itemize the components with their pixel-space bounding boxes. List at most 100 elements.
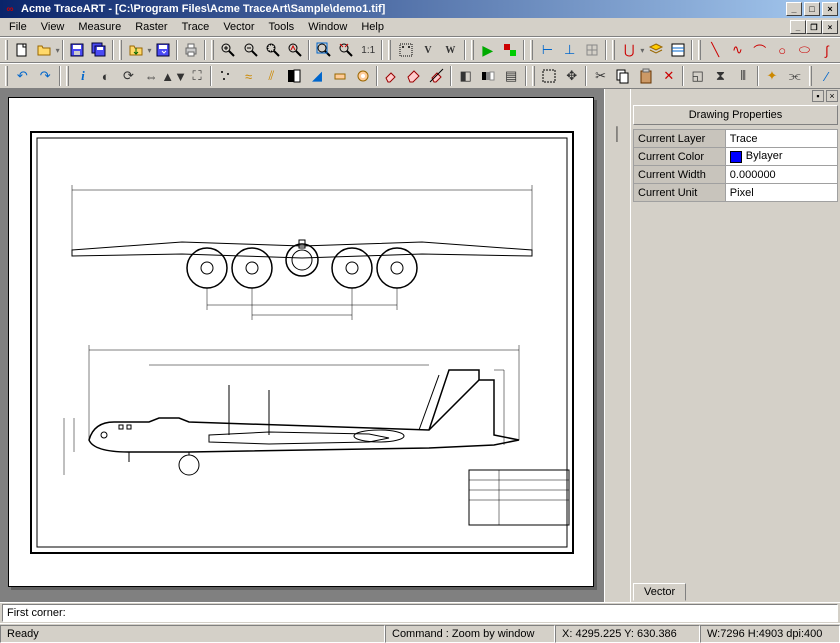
menu-tools[interactable]: Tools xyxy=(262,19,302,35)
circle-tool-icon[interactable]: ○ xyxy=(771,39,793,61)
arc-tool-icon[interactable]: ⌒ xyxy=(749,39,771,61)
drawing-canvas[interactable] xyxy=(8,97,594,587)
new-file-icon[interactable] xyxy=(11,39,33,61)
panel-pin-icon[interactable]: ▪ xyxy=(812,90,824,102)
zoom-fit-icon[interactable] xyxy=(335,39,357,61)
hole-fill-icon[interactable] xyxy=(351,65,374,87)
copy-icon[interactable] xyxy=(612,65,635,87)
ellipse-tool-icon[interactable]: ⬭ xyxy=(793,39,815,61)
properties-icon[interactable] xyxy=(667,39,689,61)
export-icon[interactable] xyxy=(152,39,174,61)
paste-icon[interactable] xyxy=(635,65,658,87)
toolbar-grip[interactable] xyxy=(211,40,214,60)
toolbar-grip[interactable] xyxy=(119,40,122,60)
menu-measure[interactable]: Measure xyxy=(71,19,128,35)
snap-grid-icon[interactable] xyxy=(581,39,603,61)
mdi-close-button[interactable]: × xyxy=(822,20,838,34)
panel-close-icon[interactable]: × xyxy=(826,90,838,102)
magnet-icon[interactable]: ⋃ xyxy=(618,39,640,61)
despeckle-icon[interactable] xyxy=(214,65,237,87)
undo-icon[interactable]: ↶ xyxy=(11,65,34,87)
toolbar-grip[interactable] xyxy=(698,40,701,60)
explode-icon[interactable]: ✦ xyxy=(761,65,784,87)
prop-value[interactable]: 0.000000 xyxy=(725,166,837,184)
minimize-button[interactable]: _ xyxy=(786,2,802,16)
toolbar-grip[interactable] xyxy=(5,40,8,60)
menu-raster[interactable]: Raster xyxy=(128,19,174,35)
rotate-icon[interactable]: ⟳ xyxy=(117,65,140,87)
prop-value[interactable]: Bylayer xyxy=(725,148,837,166)
zoom-in-icon[interactable] xyxy=(217,39,239,61)
scale-icon[interactable]: ◱ xyxy=(686,65,709,87)
zoom-out-icon[interactable] xyxy=(239,39,261,61)
crop-icon[interactable]: ⛶ xyxy=(186,65,209,87)
offset-icon[interactable]: ⫴ xyxy=(732,65,755,87)
eraser-large-icon[interactable] xyxy=(403,65,426,87)
eraser-line-icon[interactable] xyxy=(425,65,448,87)
eraser-small-icon[interactable] xyxy=(380,65,403,87)
cut-icon[interactable]: ✂ xyxy=(589,65,612,87)
canvas-area[interactable] xyxy=(0,89,604,602)
toolbar-grip[interactable] xyxy=(809,66,812,86)
play-icon[interactable]: ▶ xyxy=(477,39,499,61)
flip-v-icon[interactable]: ▲▼ xyxy=(163,65,186,87)
save-all-icon[interactable] xyxy=(88,39,110,61)
menu-file[interactable]: File xyxy=(2,19,34,35)
spline-tool-icon[interactable]: ∫ xyxy=(816,39,838,61)
maximize-button[interactable]: □ xyxy=(804,2,820,16)
eyedropper-icon[interactable]: ⁄ xyxy=(815,65,838,87)
polyline-tool-icon[interactable]: ∿ xyxy=(726,39,748,61)
print-icon[interactable] xyxy=(180,39,202,61)
menu-vector[interactable]: Vector xyxy=(216,19,261,35)
zoom-extents-icon[interactable] xyxy=(312,39,334,61)
snap-midpoint-icon[interactable]: ⊥ xyxy=(559,39,581,61)
move-icon[interactable]: ✥ xyxy=(560,65,583,87)
import-icon[interactable] xyxy=(125,39,147,61)
join-icon[interactable]: ⫘ xyxy=(783,65,806,87)
prop-value[interactable]: Pixel xyxy=(725,184,837,202)
zoom-window-icon[interactable] xyxy=(262,39,284,61)
toolbar-grip[interactable] xyxy=(5,66,8,86)
toolbar-grip[interactable] xyxy=(388,40,391,60)
delete-icon[interactable]: ✕ xyxy=(657,65,680,87)
smooth-icon[interactable]: ≈ xyxy=(237,65,260,87)
vt-tool-icon[interactable]: │ xyxy=(606,103,629,163)
view-vector-icon[interactable]: V xyxy=(417,39,439,61)
mdi-restore-button[interactable]: ❐ xyxy=(806,20,822,34)
thin-icon[interactable]: ⫽ xyxy=(260,65,283,87)
fill-icon[interactable]: ◢ xyxy=(306,65,329,87)
contrast-icon[interactable]: ◐ xyxy=(94,65,117,87)
info-icon[interactable]: i xyxy=(72,65,95,87)
open-file-icon[interactable] xyxy=(33,39,55,61)
toolbar-grip[interactable] xyxy=(532,66,535,86)
posterize-icon[interactable]: ▤ xyxy=(500,65,523,87)
menu-window[interactable]: Window xyxy=(301,19,354,35)
view-wireframe-icon[interactable]: W xyxy=(439,39,461,61)
view-raster-icon[interactable] xyxy=(394,39,416,61)
erase-noise-icon[interactable] xyxy=(328,65,351,87)
close-button[interactable]: × xyxy=(822,2,838,16)
trace-settings-icon[interactable] xyxy=(499,39,521,61)
menu-view[interactable]: View xyxy=(34,19,72,35)
tab-vector[interactable]: Vector xyxy=(633,583,686,601)
mirror-icon[interactable]: ⧗ xyxy=(709,65,732,87)
toolbar-grip[interactable] xyxy=(530,40,533,60)
toolbar-grip[interactable] xyxy=(612,40,615,60)
zoom-dynamic-icon[interactable] xyxy=(284,39,306,61)
line-tool-icon[interactable]: ╲ xyxy=(704,39,726,61)
toolbar-grip[interactable] xyxy=(471,40,474,60)
mdi-minimize-button[interactable]: _ xyxy=(790,20,806,34)
zoom-1to1-icon[interactable]: 1:1 xyxy=(357,39,379,61)
select-icon[interactable] xyxy=(538,65,561,87)
flip-h-icon[interactable]: ⇔ xyxy=(140,65,163,87)
grayscale-icon[interactable] xyxy=(477,65,500,87)
command-input[interactable]: First corner: xyxy=(2,604,838,622)
menu-trace[interactable]: Trace xyxy=(175,19,217,35)
toolbar-grip[interactable] xyxy=(66,66,69,86)
save-icon[interactable] xyxy=(66,39,88,61)
menu-help[interactable]: Help xyxy=(354,19,391,35)
threshold-icon[interactable] xyxy=(283,65,306,87)
snap-endpoint-icon[interactable]: ⊢ xyxy=(536,39,558,61)
layers-icon[interactable] xyxy=(644,39,666,61)
prop-value[interactable]: Trace xyxy=(725,130,837,148)
